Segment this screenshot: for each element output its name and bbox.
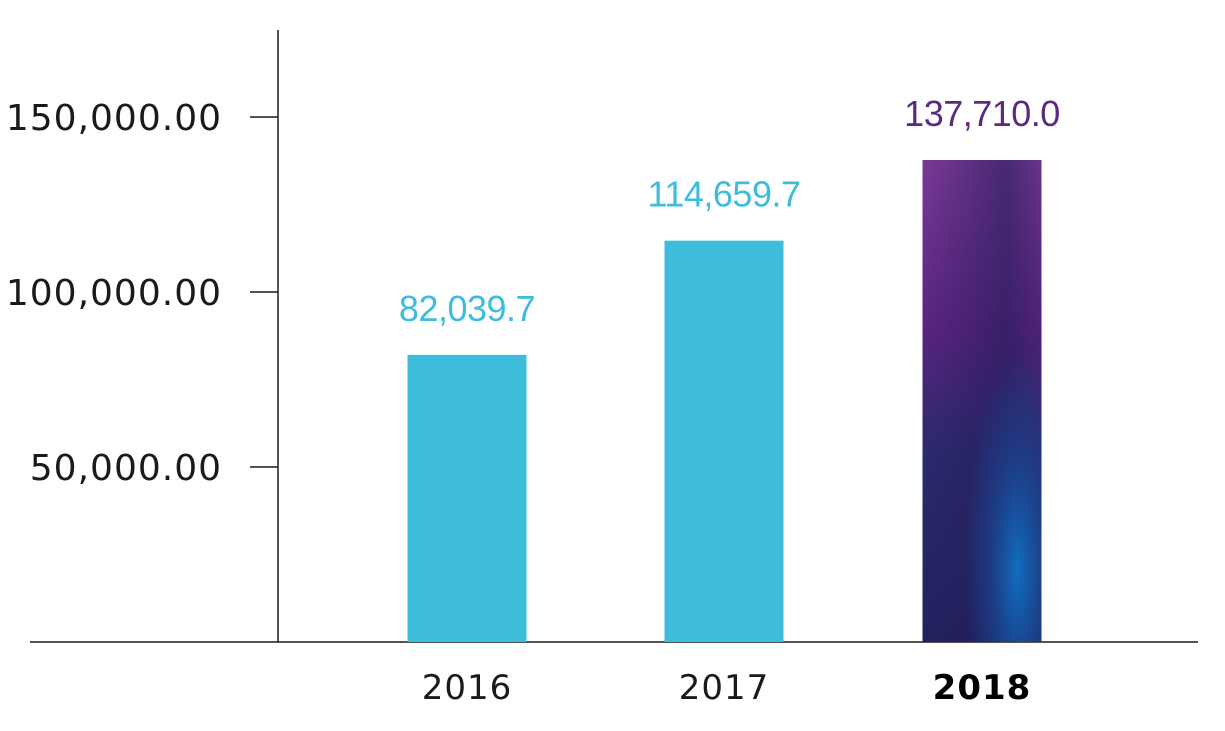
y-tick-label: 100,000.00 bbox=[6, 273, 222, 314]
bar-glow bbox=[922, 160, 1042, 642]
x-tick-label-2018: 2018 bbox=[933, 668, 1032, 708]
x-tick-label-2016: 2016 bbox=[422, 668, 513, 708]
value-label-2016: 82,039.7 bbox=[399, 288, 535, 329]
y-tick-label: 50,000.00 bbox=[30, 448, 222, 489]
x-tick-label-2017: 2017 bbox=[679, 668, 770, 708]
bars bbox=[407, 160, 1042, 643]
bar-2018 bbox=[922, 160, 1042, 642]
y-ticks: 50,000.00 100,000.00 150,000.00 bbox=[6, 98, 278, 489]
value-label-2018: 137,710.0 bbox=[904, 93, 1060, 134]
bar-2016 bbox=[407, 354, 527, 642]
value-label-2017: 114,659.7 bbox=[648, 174, 801, 215]
bar-2017 bbox=[664, 240, 784, 643]
value-labels: 82,039.7 114,659.7 137,710.0 bbox=[399, 93, 1060, 329]
y-tick-label: 150,000.00 bbox=[6, 98, 222, 139]
x-labels: 2016 2017 2018 bbox=[422, 668, 1032, 708]
